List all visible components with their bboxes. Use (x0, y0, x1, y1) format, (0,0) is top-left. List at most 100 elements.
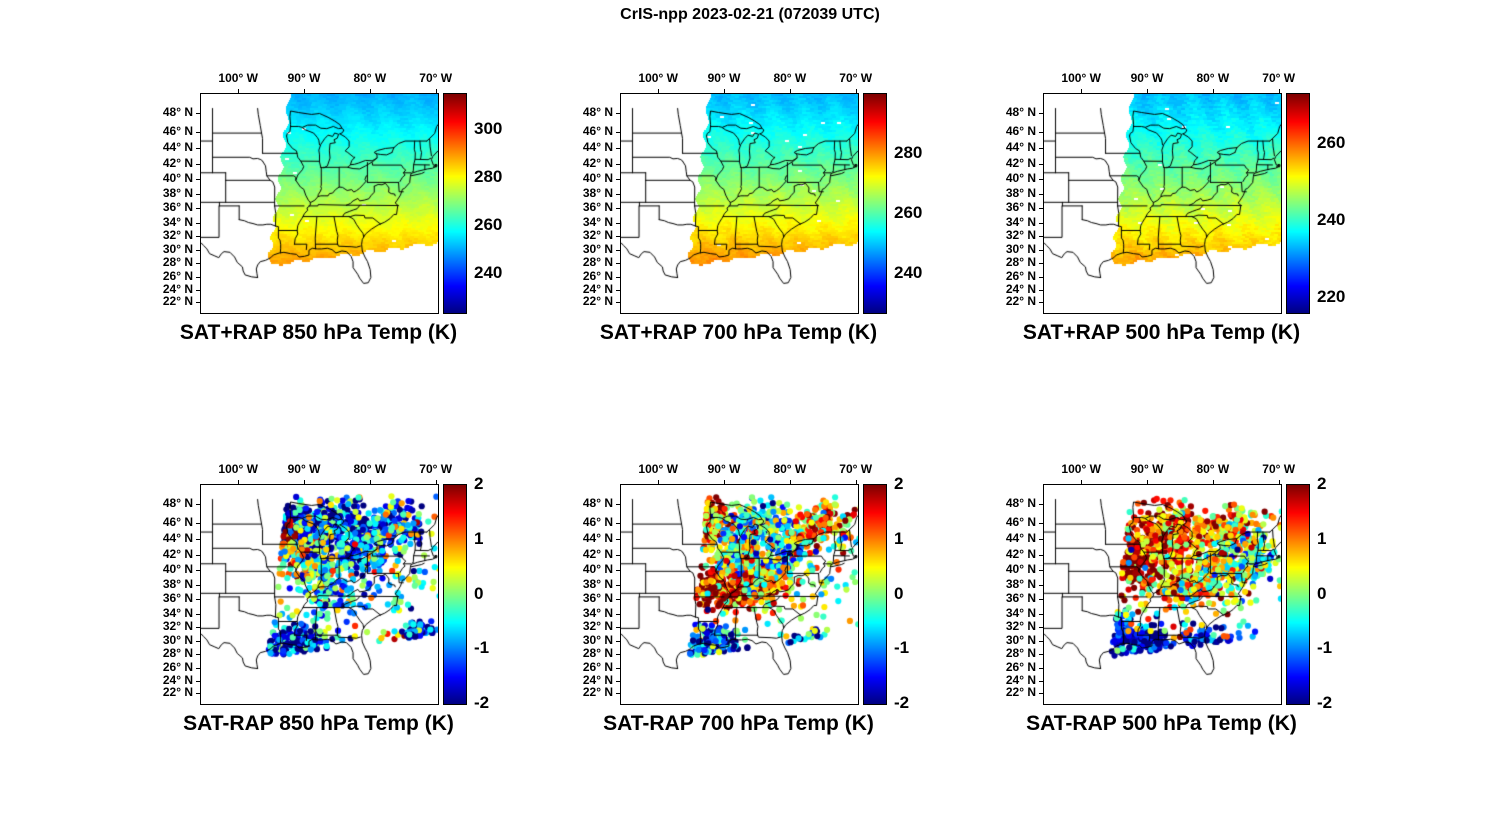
lon-tick-label: 90° W (287, 462, 321, 476)
lon-tick-label: 70° W (839, 462, 873, 476)
lat-tick-label: 22° N (162, 294, 193, 309)
axis-tick (1278, 89, 1280, 93)
axis-tick (196, 627, 200, 629)
lat-tick-label: 22° N (582, 685, 613, 700)
colorbar-tick-label: 220 (1317, 286, 1346, 306)
axis-tick (196, 276, 200, 278)
axis-tick (658, 480, 660, 484)
map-canvas-sat-plus-rap-850 (200, 93, 439, 314)
lat-tick-label: 22° N (582, 294, 613, 309)
axis-tick (1081, 89, 1083, 93)
colorbar-tick-label: 280 (474, 167, 503, 187)
lon-tick-label: 70° W (419, 71, 453, 85)
axis-tick (1039, 236, 1043, 238)
lat-tick-label: 28° N (582, 646, 613, 661)
lat-tick-label: 24° N (162, 672, 193, 687)
lat-tick-label: 38° N (582, 186, 613, 201)
axis-tick (196, 522, 200, 524)
axis-tick (196, 693, 200, 695)
axis-tick (1212, 480, 1214, 484)
lat-tick-label: 24° N (582, 281, 613, 296)
axis-tick (724, 480, 726, 484)
axis-tick (196, 249, 200, 251)
lat-tick-label: 38° N (1005, 577, 1036, 592)
colorbar-tick-label: 0 (474, 583, 484, 603)
axis-tick (369, 89, 371, 93)
axis-tick (616, 539, 620, 541)
axis-tick (616, 680, 620, 682)
colorbar-tick-label: -1 (1317, 638, 1333, 658)
map-canvas-sat-minus-rap-850 (200, 484, 439, 705)
lat-tick-label: 30° N (582, 241, 613, 256)
lat-tick-label: 38° N (162, 186, 193, 201)
lat-tick-label: 30° N (1005, 632, 1036, 647)
axis-tick (616, 504, 620, 506)
axis-tick (196, 640, 200, 642)
lat-tick-label: 48° N (582, 496, 613, 511)
lon-tick-label: 100° W (638, 462, 678, 476)
axis-tick (369, 480, 371, 484)
lat-tick-label: 22° N (1005, 294, 1036, 309)
lat-tick-label: 34° N (582, 605, 613, 620)
lat-tick-label: 44° N (162, 140, 193, 155)
axis-tick (855, 89, 857, 93)
lat-tick-label: 28° N (1005, 255, 1036, 270)
lat-tick-label: 44° N (582, 531, 613, 546)
lat-tick-label: 36° N (162, 200, 193, 215)
axis-tick (196, 263, 200, 265)
colorbar-tick-label: -1 (474, 638, 490, 658)
axis-tick (1081, 480, 1083, 484)
lon-tick-label: 70° W (839, 71, 873, 85)
lat-tick-label: 42° N (162, 156, 193, 171)
lat-tick-label: 30° N (162, 241, 193, 256)
axis-tick (238, 480, 240, 484)
axis-tick (1039, 570, 1043, 572)
axis-tick (616, 113, 620, 115)
axis-tick (1039, 148, 1043, 150)
colorbar-sat-plus-rap-700 (863, 93, 887, 314)
lat-tick-label: 46° N (1005, 123, 1036, 138)
lat-tick-label: 26° N (1005, 268, 1036, 283)
axis-tick (1039, 585, 1043, 587)
lat-tick-label: 40° N (162, 562, 193, 577)
axis-tick (616, 570, 620, 572)
axis-tick (196, 222, 200, 224)
panel-sat-minus-rap-700: 100° W 90° W 80° W 70° W 48° N 46° N 44° N 42° … (550, 454, 930, 754)
axis-tick (1039, 249, 1043, 251)
axis-tick (1039, 289, 1043, 291)
colorbar-tick-label: 260 (1317, 132, 1346, 152)
axis-tick (616, 208, 620, 210)
lon-tick-label: 80° W (1196, 462, 1230, 476)
lat-tick-label: 32° N (162, 228, 193, 243)
lat-tick-label: 48° N (1005, 105, 1036, 120)
lon-tick-label: 70° W (1262, 71, 1296, 85)
axis-tick (616, 289, 620, 291)
axis-tick (616, 194, 620, 196)
axis-tick (1039, 194, 1043, 196)
colorbar-tick-label: 1 (474, 528, 484, 548)
lat-tick-label: 36° N (1005, 591, 1036, 606)
axis-tick (1039, 222, 1043, 224)
lat-tick-label: 46° N (1005, 514, 1036, 529)
figure-title: CrIS-npp 2023-02-21 (072039 UTC) (620, 6, 880, 23)
axis-tick (196, 539, 200, 541)
panel-sat-minus-rap-850: 100° W 90° W 80° W 70° W 48° N 46° N 44° N 42° … (130, 454, 510, 754)
colorbar-sat-minus-rap-850 (443, 484, 467, 705)
axis-tick (616, 613, 620, 615)
lon-tick-label: 80° W (773, 71, 807, 85)
lat-tick-label: 26° N (162, 268, 193, 283)
lon-tick-label: 90° W (1130, 71, 1164, 85)
colorbar-tick-label: 2 (474, 474, 484, 493)
panel-title-sat-plus-rap-500: SAT+RAP 500 hPa Temp (K) (1022, 321, 1301, 344)
axis-tick (616, 585, 620, 587)
axis-tick (1039, 555, 1043, 557)
map-canvas-sat-minus-rap-500 (1043, 484, 1282, 705)
colorbar-tick-label: 2 (894, 474, 904, 493)
axis-tick (196, 680, 200, 682)
lat-tick-label: 40° N (582, 171, 613, 186)
axis-tick (789, 480, 791, 484)
axis-tick (435, 89, 437, 93)
axis-tick (1039, 680, 1043, 682)
axis-tick (1039, 522, 1043, 524)
